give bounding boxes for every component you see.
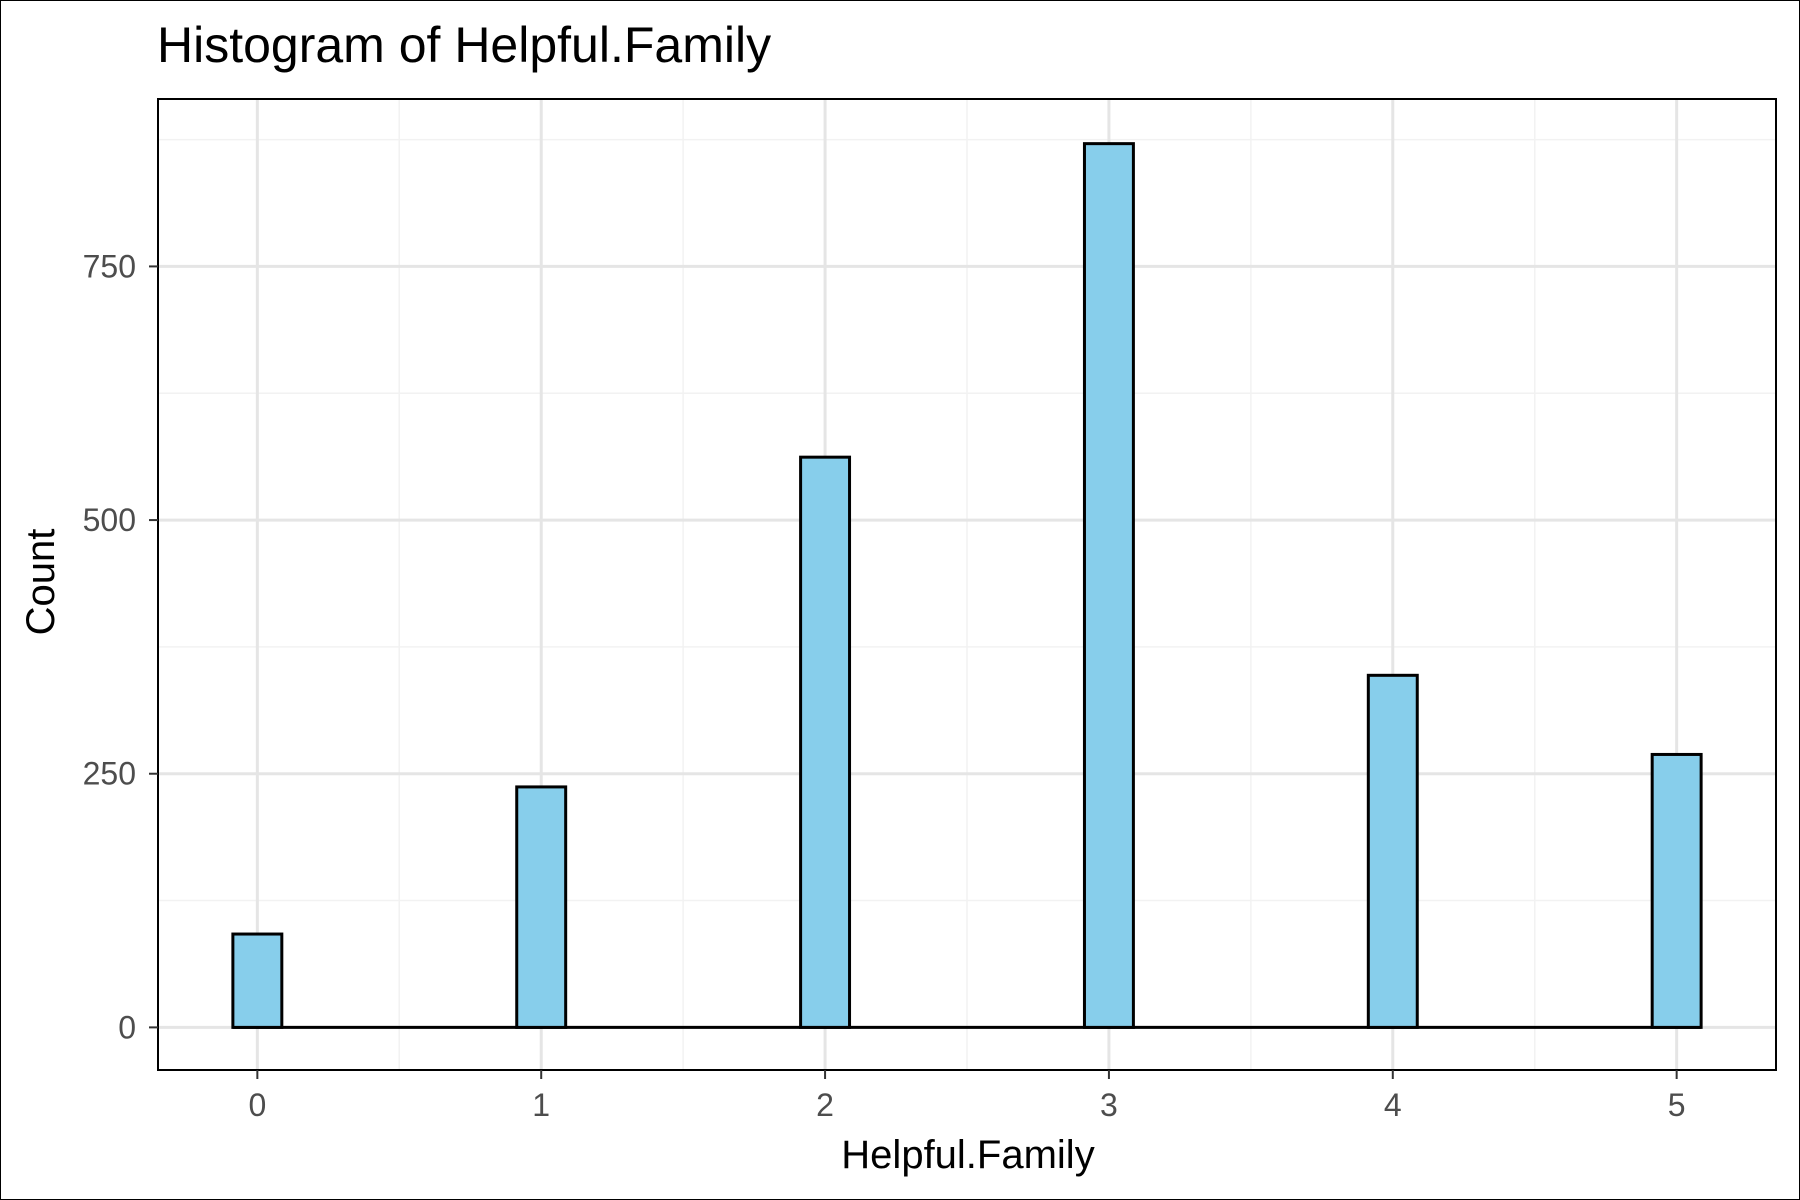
histogram-bar bbox=[1366, 673, 1419, 1029]
x-tick-label: 4 bbox=[1384, 1087, 1402, 1123]
histogram-bar bbox=[231, 932, 284, 1029]
x-axis-ticks: 0 1 2 3 4 5 bbox=[248, 1070, 1686, 1123]
chart-title: Histogram of Helpful.Family bbox=[157, 17, 771, 73]
panel-border bbox=[157, 98, 1777, 1071]
x-tick-label: 0 bbox=[248, 1087, 266, 1123]
y-axis-ticks: 0 250 500 750 bbox=[83, 248, 158, 1045]
x-tick-label: 2 bbox=[816, 1087, 834, 1123]
histogram-bar bbox=[799, 455, 852, 1029]
histogram-bar bbox=[1082, 142, 1135, 1029]
x-tick-label: 1 bbox=[532, 1087, 550, 1123]
y-axis-title: Count bbox=[19, 529, 63, 636]
y-tick-label: 500 bbox=[83, 502, 136, 538]
x-tick-label: 3 bbox=[1100, 1087, 1118, 1123]
y-tick-label: 750 bbox=[83, 248, 136, 284]
histogram-bars bbox=[231, 142, 1703, 1029]
x-tick-label: 5 bbox=[1668, 1087, 1686, 1123]
x-axis-title: Helpful.Family bbox=[841, 1133, 1094, 1177]
histogram-bar bbox=[1650, 752, 1703, 1029]
y-tick-label: 250 bbox=[83, 756, 136, 792]
histogram-bar bbox=[515, 785, 568, 1029]
y-tick-label: 0 bbox=[118, 1009, 136, 1045]
grid-lines bbox=[158, 99, 1776, 1070]
